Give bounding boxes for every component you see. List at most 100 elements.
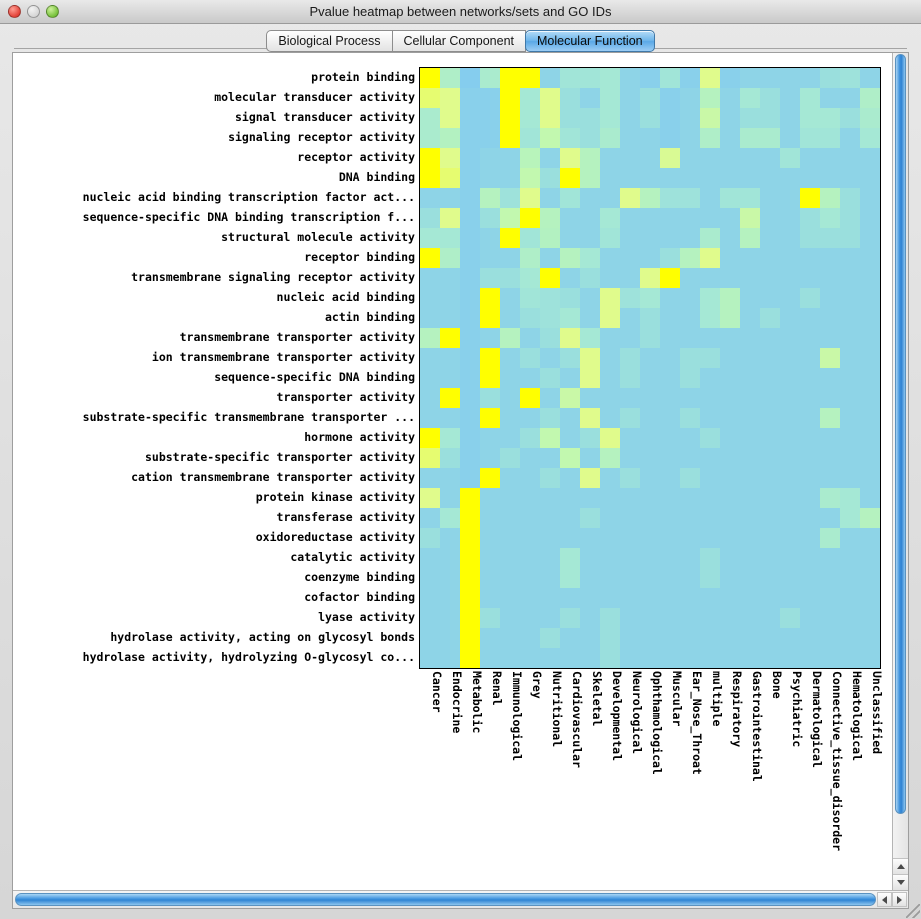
heatmap-cell[interactable] xyxy=(500,568,520,588)
heatmap-cell[interactable] xyxy=(500,208,520,228)
heatmap-cell[interactable] xyxy=(840,408,860,428)
heatmap-cell[interactable] xyxy=(760,68,780,88)
heatmap-cell[interactable] xyxy=(440,168,460,188)
heatmap-cell[interactable] xyxy=(420,288,440,308)
heatmap-cell[interactable] xyxy=(440,148,460,168)
heatmap-cell[interactable] xyxy=(840,328,860,348)
heatmap-cell[interactable] xyxy=(720,488,740,508)
heatmap-cell[interactable] xyxy=(500,448,520,468)
heatmap-cell[interactable] xyxy=(800,268,820,288)
tab-biological-process[interactable]: Biological Process xyxy=(266,30,393,52)
heatmap-cell[interactable] xyxy=(420,468,440,488)
heatmap-cell[interactable] xyxy=(600,528,620,548)
heatmap-cell[interactable] xyxy=(440,568,460,588)
heatmap-cell[interactable] xyxy=(800,88,820,108)
heatmap-cell[interactable] xyxy=(740,588,760,608)
heatmap-cell[interactable] xyxy=(680,128,700,148)
heatmap-cell[interactable] xyxy=(580,488,600,508)
heatmap-cell[interactable] xyxy=(740,488,760,508)
heatmap-cell[interactable] xyxy=(620,128,640,148)
heatmap-cell[interactable] xyxy=(500,188,520,208)
heatmap-cell[interactable] xyxy=(780,368,800,388)
heatmap-cell[interactable] xyxy=(520,348,540,368)
heatmap-cell[interactable] xyxy=(540,528,560,548)
heatmap-cell[interactable] xyxy=(500,288,520,308)
heatmap-cell[interactable] xyxy=(660,88,680,108)
heatmap-cell[interactable] xyxy=(540,68,560,88)
heatmap-cell[interactable] xyxy=(580,428,600,448)
heatmap-cell[interactable] xyxy=(860,508,880,528)
heatmap-cell[interactable] xyxy=(480,528,500,548)
heatmap-cell[interactable] xyxy=(540,328,560,348)
heatmap-cell[interactable] xyxy=(520,148,540,168)
heatmap-cell[interactable] xyxy=(440,348,460,368)
heatmap-cell[interactable] xyxy=(540,548,560,568)
heatmap-cell[interactable] xyxy=(740,108,760,128)
heatmap-cell[interactable] xyxy=(580,548,600,568)
heatmap-cell[interactable] xyxy=(620,628,640,648)
heatmap-cell[interactable] xyxy=(660,508,680,528)
heatmap-cell[interactable] xyxy=(720,588,740,608)
heatmap-cell[interactable] xyxy=(500,488,520,508)
heatmap-cell[interactable] xyxy=(440,288,460,308)
heatmap-cell[interactable] xyxy=(660,288,680,308)
heatmap-cell[interactable] xyxy=(580,128,600,148)
heatmap-cell[interactable] xyxy=(640,628,660,648)
heatmap-cell[interactable] xyxy=(780,568,800,588)
heatmap-cell[interactable] xyxy=(500,308,520,328)
heatmap-cell[interactable] xyxy=(520,188,540,208)
heatmap-cell[interactable] xyxy=(700,288,720,308)
heatmap-cell[interactable] xyxy=(660,248,680,268)
heatmap-cell[interactable] xyxy=(760,108,780,128)
heatmap-cell[interactable] xyxy=(620,188,640,208)
heatmap-cell[interactable] xyxy=(680,228,700,248)
heatmap-cell[interactable] xyxy=(640,488,660,508)
heatmap-cell[interactable] xyxy=(640,108,660,128)
heatmap-cell[interactable] xyxy=(540,188,560,208)
heatmap-cell[interactable] xyxy=(620,648,640,668)
heatmap-cell[interactable] xyxy=(540,308,560,328)
heatmap-cell[interactable] xyxy=(640,468,660,488)
heatmap-cell[interactable] xyxy=(720,328,740,348)
heatmap-cell[interactable] xyxy=(580,108,600,128)
heatmap-cell[interactable] xyxy=(420,168,440,188)
heatmap-cell[interactable] xyxy=(600,88,620,108)
heatmap-cell[interactable] xyxy=(440,628,460,648)
heatmap-cell[interactable] xyxy=(480,208,500,228)
heatmap-cell[interactable] xyxy=(580,468,600,488)
heatmap-cell[interactable] xyxy=(620,368,640,388)
heatmap-cell[interactable] xyxy=(440,408,460,428)
heatmap-cell[interactable] xyxy=(540,488,560,508)
heatmap-cell[interactable] xyxy=(480,508,500,528)
heatmap-cell[interactable] xyxy=(440,548,460,568)
heatmap-cell[interactable] xyxy=(660,388,680,408)
heatmap-cell[interactable] xyxy=(720,408,740,428)
heatmap-cell[interactable] xyxy=(620,428,640,448)
heatmap-cell[interactable] xyxy=(840,308,860,328)
heatmap-cell[interactable] xyxy=(800,248,820,268)
heatmap-cell[interactable] xyxy=(700,568,720,588)
heatmap-cell[interactable] xyxy=(780,208,800,228)
heatmap-cell[interactable] xyxy=(700,548,720,568)
heatmap-cell[interactable] xyxy=(800,488,820,508)
heatmap-cell[interactable] xyxy=(560,268,580,288)
heatmap-cell[interactable] xyxy=(540,648,560,668)
heatmap-cell[interactable] xyxy=(580,568,600,588)
heatmap-cell[interactable] xyxy=(660,428,680,448)
heatmap-cell[interactable] xyxy=(560,348,580,368)
heatmap-cell[interactable] xyxy=(480,328,500,348)
heatmap-cell[interactable] xyxy=(680,488,700,508)
heatmap-cell[interactable] xyxy=(820,308,840,328)
heatmap-cell[interactable] xyxy=(460,548,480,568)
heatmap-cell[interactable] xyxy=(780,448,800,468)
heatmap-cell[interactable] xyxy=(700,268,720,288)
heatmap-cell[interactable] xyxy=(800,428,820,448)
heatmap-cell[interactable] xyxy=(580,448,600,468)
heatmap-cell[interactable] xyxy=(680,568,700,588)
heatmap-cell[interactable] xyxy=(700,168,720,188)
heatmap-cell[interactable] xyxy=(820,448,840,468)
heatmap-cell[interactable] xyxy=(720,148,740,168)
heatmap-cell[interactable] xyxy=(700,368,720,388)
heatmap-cell[interactable] xyxy=(540,128,560,148)
heatmap-cell[interactable] xyxy=(760,268,780,288)
